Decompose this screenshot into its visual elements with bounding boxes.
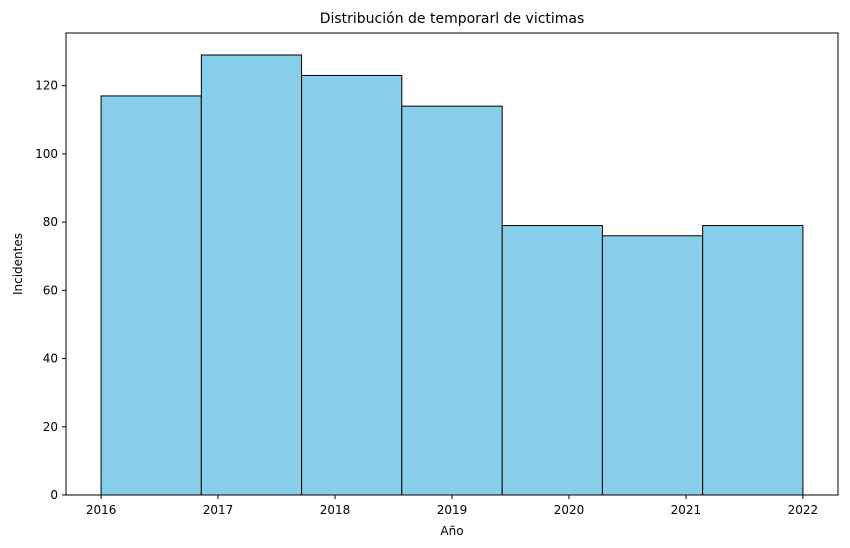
x-tick-label: 2022 [788, 503, 819, 517]
chart-title: Distribución de temporarl de victimas [320, 11, 585, 27]
x-tick-label: 2018 [320, 503, 351, 517]
y-tick-label: 120 [35, 79, 58, 93]
bars [100, 54, 804, 496]
y-axis-label: Incidentes [11, 233, 25, 295]
y-axis-ticks: 0 20 40 60 80 100 120 [35, 79, 66, 502]
x-tick-label: 2016 [86, 503, 117, 517]
x-axis-ticks: 2016 2017 2018 2019 2020 2021 2022 [86, 495, 818, 517]
y-tick-label: 80 [43, 215, 58, 229]
bar-2 [301, 74, 403, 496]
y-tick-label: 0 [50, 488, 58, 502]
y-tick-label: 20 [43, 420, 58, 434]
y-tick-label: 100 [35, 147, 58, 161]
x-tick-label: 2020 [554, 503, 585, 517]
bar-4 [501, 225, 603, 496]
bar-6 [702, 225, 804, 496]
x-axis-label: Año [440, 524, 463, 538]
bar-5 [601, 235, 704, 496]
x-tick-label: 2017 [203, 503, 234, 517]
y-tick-label: 40 [43, 352, 58, 366]
y-tick-label: 60 [43, 283, 58, 297]
x-tick-label: 2021 [671, 503, 702, 517]
bar-3 [401, 105, 503, 496]
bar-0 [100, 95, 202, 496]
bar-1 [200, 54, 303, 496]
x-tick-label: 2019 [437, 503, 468, 517]
